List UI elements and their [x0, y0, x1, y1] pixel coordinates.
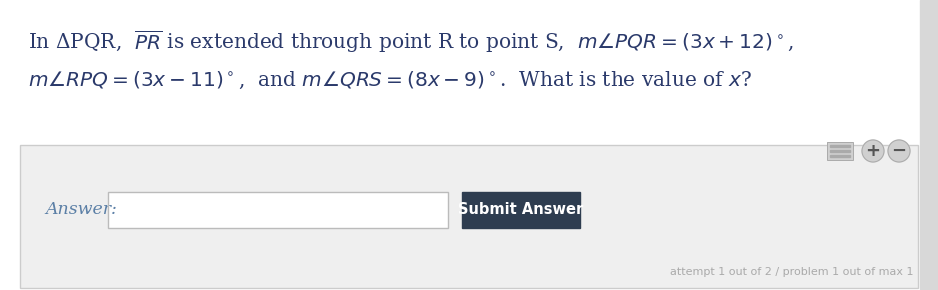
- Text: $m\angle RPQ = (3x - 11)^\circ$,  and $m\angle QRS = (8x - 9)^\circ$.  What is t: $m\angle RPQ = (3x - 11)^\circ$, and $m\…: [28, 69, 752, 90]
- Bar: [462, 192, 580, 228]
- Bar: [827, 142, 853, 160]
- Text: +: +: [866, 142, 881, 160]
- Bar: [830, 155, 850, 157]
- Bar: [830, 150, 850, 152]
- Bar: [20, 145, 918, 288]
- Text: attempt 1 out of 2 / problem 1 out of max 1: attempt 1 out of 2 / problem 1 out of ma…: [670, 267, 913, 277]
- Bar: [830, 145, 850, 147]
- Circle shape: [862, 140, 884, 162]
- Bar: [920, 0, 938, 290]
- Text: Submit Answer: Submit Answer: [459, 202, 583, 218]
- Bar: [827, 142, 853, 160]
- Text: Answer:: Answer:: [45, 202, 117, 218]
- Bar: [20, 145, 918, 288]
- Bar: [108, 192, 448, 228]
- Circle shape: [888, 140, 910, 162]
- Text: −: −: [891, 142, 906, 160]
- Bar: [108, 192, 448, 228]
- Bar: [0, 0, 938, 145]
- Text: In $\mathregular{\Delta}$PQR,  $\overline{PR}$ is extended through point R to po: In $\mathregular{\Delta}$PQR, $\overline…: [28, 28, 794, 55]
